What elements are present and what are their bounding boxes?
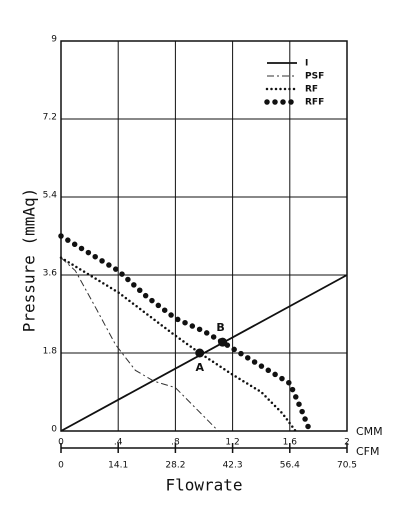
x-tick-label: 2 [344, 438, 350, 448]
y-tick-label: 9 [51, 35, 57, 45]
y-axis-title: Pressure (mmAq) [20, 188, 39, 333]
x-tick-label: 1.2 [225, 438, 239, 448]
legend-label: RFF [305, 98, 324, 108]
series-line [58, 233, 313, 434]
x-tick-label: .8 [171, 438, 180, 448]
y-tick-label: 1.8 [43, 347, 58, 357]
x-unit: CMM [356, 425, 383, 438]
y-tick-label: 3.6 [43, 269, 58, 279]
x-tick-label: 0 [58, 438, 64, 448]
operating-point [218, 337, 228, 347]
x2-tick-label: 56.4 [280, 461, 300, 471]
annotation: A [195, 361, 204, 374]
x-tick-label: .4 [114, 438, 123, 448]
x2-unit: CFM [356, 445, 380, 458]
x2-tick-label: 14.1 [108, 461, 128, 471]
x-axis-title: Flowrate [165, 476, 242, 495]
x-tick-label: 1.6 [283, 438, 298, 448]
legend-label: RF [305, 85, 318, 95]
legend-label: I [305, 59, 308, 69]
y-tick-label: 0 [51, 425, 57, 435]
x2-tick-label: 28.2 [165, 461, 185, 471]
y-tick-label: 5.4 [43, 191, 58, 201]
series-line [59, 256, 297, 433]
series-line [60, 257, 219, 432]
annotation: B [216, 321, 224, 334]
x2-tick-label: 42.3 [223, 461, 243, 471]
operating-point [195, 348, 205, 358]
y-tick-label: 7.2 [43, 113, 57, 123]
legend-label: PSF [305, 72, 324, 82]
x2-tick-label: 0 [58, 461, 64, 471]
x2-tick-label: 70.5 [337, 461, 357, 471]
